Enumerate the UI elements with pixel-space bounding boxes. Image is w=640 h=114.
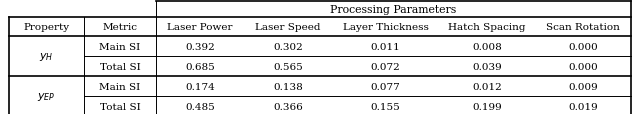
Text: Main SI: Main SI xyxy=(99,82,141,91)
Text: 0.008: 0.008 xyxy=(472,42,502,51)
Text: Layer Thickness: Layer Thickness xyxy=(342,23,428,32)
Text: 0.366: 0.366 xyxy=(273,102,303,111)
Text: 0.199: 0.199 xyxy=(472,102,502,111)
Text: Total SI: Total SI xyxy=(100,102,140,111)
Text: Laser Speed: Laser Speed xyxy=(255,23,321,32)
Text: 0.019: 0.019 xyxy=(568,102,598,111)
Text: 0.000: 0.000 xyxy=(568,42,598,51)
Text: 0.174: 0.174 xyxy=(185,82,215,91)
Text: Total SI: Total SI xyxy=(100,62,140,71)
Text: $y_{EP}$: $y_{EP}$ xyxy=(37,90,56,102)
Text: $y_H$: $y_H$ xyxy=(39,51,54,62)
Text: 0.039: 0.039 xyxy=(472,62,502,71)
Text: 0.072: 0.072 xyxy=(371,62,401,71)
Text: 0.011: 0.011 xyxy=(371,42,401,51)
Text: Scan Rotation: Scan Rotation xyxy=(546,23,620,32)
Text: 0.077: 0.077 xyxy=(371,82,401,91)
Text: Hatch Spacing: Hatch Spacing xyxy=(448,23,525,32)
Text: Laser Power: Laser Power xyxy=(167,23,233,32)
Text: 0.138: 0.138 xyxy=(273,82,303,91)
Text: Main SI: Main SI xyxy=(99,42,141,51)
Text: 0.392: 0.392 xyxy=(185,42,215,51)
Text: 0.000: 0.000 xyxy=(568,62,598,71)
Text: 0.302: 0.302 xyxy=(273,42,303,51)
Text: 0.009: 0.009 xyxy=(568,82,598,91)
Text: 0.565: 0.565 xyxy=(273,62,303,71)
Text: 0.155: 0.155 xyxy=(371,102,401,111)
Text: 0.012: 0.012 xyxy=(472,82,502,91)
Text: 0.485: 0.485 xyxy=(185,102,215,111)
Text: Processing Parameters: Processing Parameters xyxy=(330,5,456,15)
Text: Metric: Metric xyxy=(102,23,138,32)
Text: Property: Property xyxy=(24,23,70,32)
Text: 0.685: 0.685 xyxy=(185,62,215,71)
